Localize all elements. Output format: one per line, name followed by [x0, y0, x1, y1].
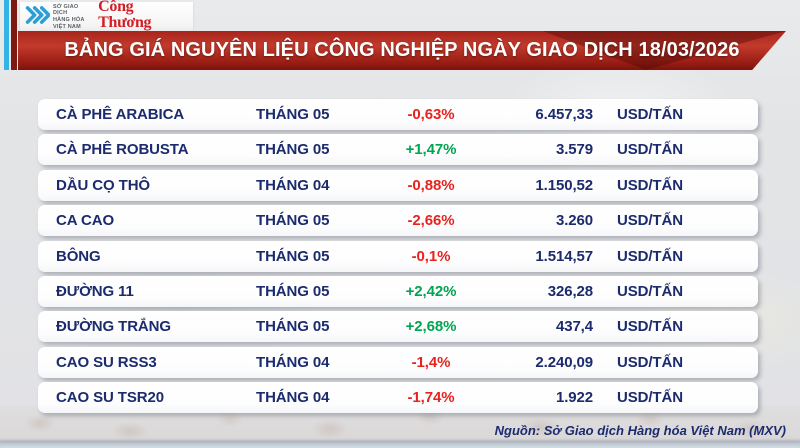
price-unit: USD/TẤN — [617, 318, 683, 336]
price-unit: USD/TẤN — [617, 106, 683, 123]
change-percent: +2,68% — [405, 318, 457, 336]
price-value: 3.579 — [555, 141, 593, 159]
left-accent-stripe-cyan — [4, 0, 9, 70]
price-value: 3.260 — [555, 212, 593, 230]
price-unit: USD/TẤN — [617, 212, 683, 230]
commodity-name: ĐƯỜNG 11 — [56, 282, 134, 300]
price-unit: USD/TẤN — [617, 247, 683, 265]
contract-month: THÁNG 05 — [256, 282, 330, 300]
table-row: CÀ PHÊ ROBUSTA THÁNG 05 +1,47% 3.579 USD… — [38, 134, 758, 166]
table-row: ĐƯỜNG TRẮNG THÁNG 05 +2,68% 437,4 USD/TẤ… — [38, 311, 758, 343]
change-percent: +2,42% — [405, 282, 457, 300]
commodity-name: CAO SU RSS3 — [56, 353, 157, 371]
table-row: CAO SU RSS3 THÁNG 04 -1,4% 2.240,09 USD/… — [38, 346, 758, 378]
contract-month: THÁNG 05 — [256, 318, 330, 336]
price-value: 437,4 — [555, 318, 593, 336]
contract-month: THÁNG 04 — [256, 176, 330, 194]
price-value: 326,28 — [547, 282, 593, 300]
congthuong-logo-text: Công Thương — [98, 0, 152, 31]
commodity-name: CA CAO — [56, 212, 115, 230]
price-table: CÀ PHÊ ARABICA THÁNG 05 -0,63% 6.457,33 … — [38, 99, 758, 418]
table-row: ĐƯỜNG 11 THÁNG 05 +2,42% 326,28 USD/TẤN — [38, 275, 758, 307]
contract-month: THÁNG 04 — [256, 389, 330, 407]
table-row: CAO SU TSR20 THÁNG 04 -1,74% 1.922 USD/T… — [38, 382, 758, 414]
price-unit: USD/TẤN — [617, 176, 683, 194]
price-value: 1.514,57 — [535, 247, 593, 265]
commodity-name: CÀ PHÊ ROBUSTA — [56, 141, 189, 159]
change-percent: -0,1% — [411, 247, 451, 265]
price-value: 6.457,33 — [535, 106, 593, 123]
table-row: CÀ PHÊ ARABICA THÁNG 05 -0,63% 6.457,33 … — [38, 99, 758, 130]
table-row: DẦU CỌ THÔ THÁNG 04 -0,88% 1.150,52 USD/… — [38, 169, 758, 201]
commodity-name: DẦU CỌ THÔ — [56, 176, 150, 194]
price-value: 1.150,52 — [535, 176, 593, 194]
price-unit: USD/TẤN — [617, 389, 683, 407]
contract-month: THÁNG 04 — [256, 353, 330, 371]
contract-month: THÁNG 05 — [256, 212, 330, 230]
mxv-chevrons-icon — [24, 4, 51, 31]
mxv-org-name: SỞ GIAO DỊCH HÀNG HÓA VIỆT NAM — [53, 4, 92, 30]
bottom-border-strip — [0, 441, 800, 448]
change-percent: -0,88% — [407, 176, 455, 194]
commodity-name: CAO SU TSR20 — [56, 389, 164, 407]
commodity-name: CÀ PHÊ ARABICA — [56, 106, 185, 123]
change-percent: -1,4% — [411, 353, 451, 371]
commodity-name: ĐƯỜNG TRẮNG — [56, 318, 171, 336]
table-row: CA CAO THÁNG 05 -2,66% 3.260 USD/TẤN — [38, 205, 758, 237]
price-value: 2.240,09 — [535, 353, 593, 371]
commodity-name: BÔNG — [56, 247, 101, 265]
change-percent: -2,66% — [407, 212, 455, 230]
price-unit: USD/TẤN — [617, 353, 683, 371]
table-row: BÔNG THÁNG 05 -0,1% 1.514,57 USD/TẤN — [38, 240, 758, 272]
page-title: BẢNG GIÁ NGUYÊN LIỆU CÔNG NGHIỆP NGÀY GI… — [64, 39, 740, 61]
price-unit: USD/TẤN — [617, 282, 683, 300]
congthuong-logo: Công Thương — [98, 0, 187, 35]
price-value: 1.922 — [555, 389, 593, 407]
source-attribution: Nguồn: Sở Giao dịch Hàng hóa Việt Nam (M… — [494, 423, 786, 438]
mxv-org-line1: SỞ GIAO DỊCH — [53, 3, 79, 17]
contract-month: THÁNG 05 — [256, 141, 330, 159]
mxv-org-line3: VIỆT NAM — [53, 23, 81, 30]
mxv-logo: SỞ GIAO DỊCH HÀNG HÓA VIỆT NAM — [24, 4, 92, 31]
contract-month: THÁNG 05 — [256, 247, 330, 265]
logo-strip: SỞ GIAO DỊCH HÀNG HÓA VIỆT NAM Công Thươ… — [20, 0, 193, 35]
price-unit: USD/TẤN — [617, 141, 683, 159]
contract-month: THÁNG 05 — [256, 106, 330, 123]
mxv-org-line2: HÀNG HÓA — [53, 17, 85, 23]
title-banner: BẢNG GIÁ NGUYÊN LIỆU CÔNG NGHIỆP NGÀY GI… — [18, 31, 786, 70]
left-accent-stripe-maroon — [11, 0, 17, 70]
change-percent: -0,63% — [407, 106, 455, 123]
change-percent: +1,47% — [405, 141, 457, 159]
change-percent: -1,74% — [407, 389, 455, 407]
